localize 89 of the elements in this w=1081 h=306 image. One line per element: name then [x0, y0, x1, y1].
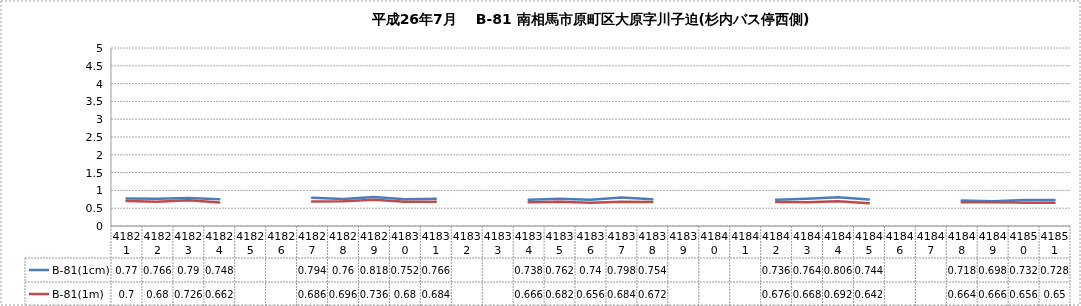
y-tick-label: 3.5: [85, 95, 103, 109]
data-label: 0.642: [854, 289, 884, 300]
x-tick-label: 41847: [916, 230, 945, 257]
x-tick-label: 41826: [267, 230, 296, 257]
data-label: 0.684: [421, 289, 451, 300]
x-tick-label: 41837: [607, 230, 636, 257]
data-label: 0.764: [792, 265, 822, 276]
x-tick-label: 41840: [700, 230, 729, 257]
data-label: 0.672: [638, 289, 667, 300]
legend-label: B-81(1cm): [52, 264, 110, 277]
data-label: 0.656: [1009, 289, 1038, 300]
data-label: 0.68: [393, 289, 417, 300]
x-tick-label: 41821: [112, 230, 141, 257]
x-tick-label: 41831: [421, 230, 450, 257]
x-tick-label: 41834: [514, 230, 543, 257]
data-label: 0.662: [204, 289, 234, 300]
data-label: 0.682: [545, 289, 574, 300]
x-tick-label: 41832: [452, 230, 481, 257]
data-label: 0.798: [607, 265, 636, 276]
data-label: 0.76: [331, 265, 355, 276]
x-tick-label: 41849: [978, 230, 1007, 257]
y-tick-label: 1.5: [85, 166, 103, 180]
data-label: 0.806: [823, 265, 853, 276]
data-label: 0.818: [359, 265, 389, 276]
x-tick-label: 41848: [947, 230, 976, 257]
data-label: 0.766: [421, 265, 451, 276]
y-tick-label: 5: [96, 42, 103, 55]
x-tick-label: 41823: [174, 230, 203, 257]
y-tick-label: 4.5: [85, 59, 103, 73]
y-tick-label: 0: [96, 220, 103, 233]
data-label: 0.736: [761, 265, 791, 276]
x-tick-label: 41846: [885, 230, 914, 257]
data-label: 0.79: [177, 265, 200, 276]
x-tick-label: 41839: [669, 230, 698, 257]
x-tick-label: 41851: [1040, 230, 1069, 257]
data-label: 0.736: [359, 289, 389, 300]
y-tick-label: 2.5: [85, 131, 103, 144]
x-tick-label: 41824: [205, 230, 234, 257]
legend-label: B-81(1m): [52, 288, 104, 301]
x-tick-label: 41827: [298, 230, 327, 257]
x-tick-label: 41829: [359, 230, 388, 257]
y-tick-label: 0.5: [85, 202, 103, 216]
x-tick-label: 41825: [236, 230, 265, 257]
data-label: 0.676: [761, 289, 791, 300]
data-label: 0.686: [297, 289, 327, 300]
data-label: 0.754: [638, 265, 667, 276]
x-tick-label: 41835: [545, 230, 574, 257]
data-label: 0.74: [579, 265, 602, 276]
data-label: 0.696: [328, 289, 358, 300]
data-label: 0.692: [823, 289, 853, 300]
data-label: 0.726: [174, 289, 203, 300]
x-tick-label: 41833: [483, 230, 512, 257]
x-tick-label: 41841: [731, 230, 760, 257]
data-label: 0.728: [1040, 265, 1069, 276]
y-tick-label: 1: [96, 184, 103, 198]
data-label: 0.744: [854, 265, 884, 276]
data-label: 0.7: [118, 289, 135, 300]
x-tick-label: 41844: [823, 230, 852, 257]
y-tick-label: 4: [96, 77, 103, 91]
data-label: 0.68: [146, 289, 169, 300]
data-label: 0.668: [792, 289, 822, 300]
x-tick-label: 41842: [762, 230, 791, 257]
y-tick-label: 2: [96, 148, 103, 162]
data-label: 0.752: [390, 265, 420, 276]
data-label: 0.718: [947, 265, 977, 276]
data-label: 0.794: [297, 265, 327, 276]
data-label: 0.766: [143, 265, 172, 276]
data-label: 0.65: [1043, 289, 1066, 300]
data-label: 0.748: [204, 265, 234, 276]
chart-title: 平成26年7月 B-81 南相馬市原町区大原字川子迫(杉内バス停西側): [370, 11, 810, 27]
data-label: 0.738: [514, 265, 543, 276]
x-tick-label: 41850: [1009, 230, 1038, 257]
x-tick-label: 41822: [143, 230, 172, 257]
data-label: 0.762: [545, 265, 574, 276]
data-label: 0.666: [514, 289, 543, 300]
data-label: 0.684: [607, 289, 636, 300]
data-label: 0.666: [978, 289, 1007, 300]
x-tick-label: 41843: [793, 230, 822, 257]
x-tick-label: 41838: [638, 230, 667, 257]
data-label: 0.732: [1009, 265, 1038, 276]
data-label: 0.664: [947, 289, 977, 300]
x-tick-label: 41836: [576, 230, 605, 257]
data-label: 0.77: [115, 265, 138, 276]
x-tick-label: 41828: [329, 230, 358, 257]
data-label: 0.698: [978, 265, 1007, 276]
x-tick-label: 41845: [854, 230, 883, 257]
x-tick-label: 41830: [390, 230, 419, 257]
y-tick-label: 3: [96, 113, 103, 127]
data-label: 0.656: [576, 289, 605, 300]
